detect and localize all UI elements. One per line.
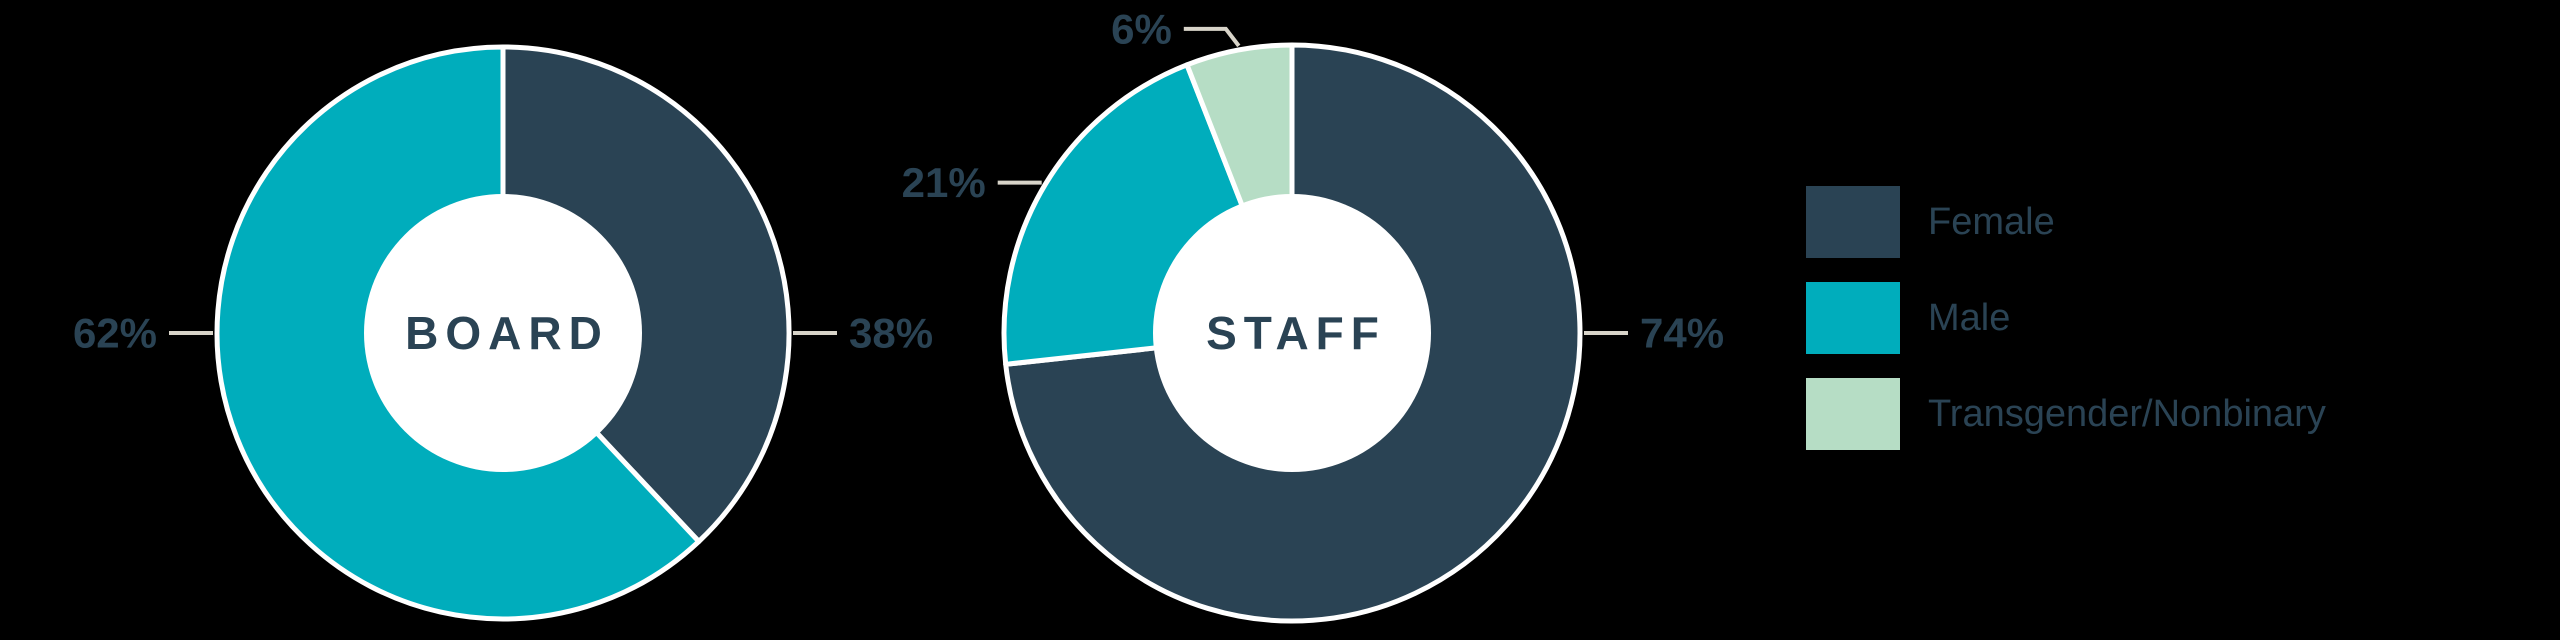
legend-swatch-female (1806, 186, 1900, 258)
donut-hole-board (364, 194, 642, 472)
legend-swatch-transgender-nonbinary (1806, 378, 1900, 450)
legend-item-transgender-nonbinary: Transgender/Nonbinary (1806, 378, 2326, 450)
callout-value-female: 74% (1640, 310, 1724, 357)
legend-swatch-male (1806, 282, 1900, 354)
legend-label-female: Female (1928, 200, 2055, 243)
legend-item-female: Female (1806, 186, 2326, 258)
callout-line-transgender-nonbinary (1183, 26, 1241, 48)
legend-label-male: Male (1928, 296, 2011, 339)
legend: Female Male Transgender/Nonbinary (1806, 186, 2326, 450)
donut-hole-staff (1153, 194, 1431, 472)
callout-value-male: 21% (902, 159, 986, 206)
donut-title-staff: STAFF (1206, 307, 1386, 359)
donut-title-board: BOARD (405, 307, 609, 359)
callout-value-transgender-nonbinary: 6% (1111, 5, 1172, 52)
callout-value-male: 62% (73, 310, 157, 357)
legend-item-male: Male (1806, 282, 2326, 354)
legend-label-transgender-nonbinary: Transgender/Nonbinary (1928, 392, 2326, 435)
callout-value-female: 38% (849, 310, 933, 357)
donut-slice-female (500, 44, 792, 544)
